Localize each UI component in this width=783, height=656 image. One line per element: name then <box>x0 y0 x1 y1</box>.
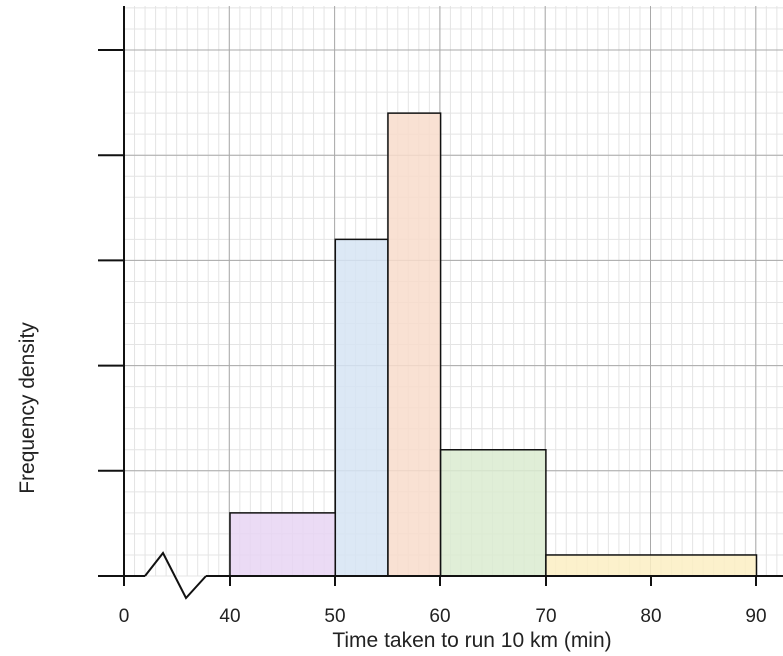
x-tick-label: 0 <box>119 606 130 627</box>
x-tick-label: 60 <box>429 606 450 627</box>
axes <box>98 6 783 600</box>
axis-break-zigzag <box>144 551 207 600</box>
histogram-bar <box>387 112 442 577</box>
histogram-bar <box>229 512 337 577</box>
x-tick-label: 80 <box>640 606 661 627</box>
histogram-bar <box>545 554 758 577</box>
x-tick-label: 40 <box>219 606 240 627</box>
x-tick-label: 90 <box>745 606 766 627</box>
histogram-bar <box>334 238 389 577</box>
histogram-bar <box>439 449 547 577</box>
x-tick-label: 50 <box>324 606 345 627</box>
x-tick-labels: 0 40 50 60 70 80 90 <box>119 606 767 627</box>
x-axis-label: Time taken to run 10 km (min) <box>332 629 611 652</box>
x-tick-label: 70 <box>535 606 556 627</box>
y-axis-label: Frequency density <box>16 322 39 494</box>
